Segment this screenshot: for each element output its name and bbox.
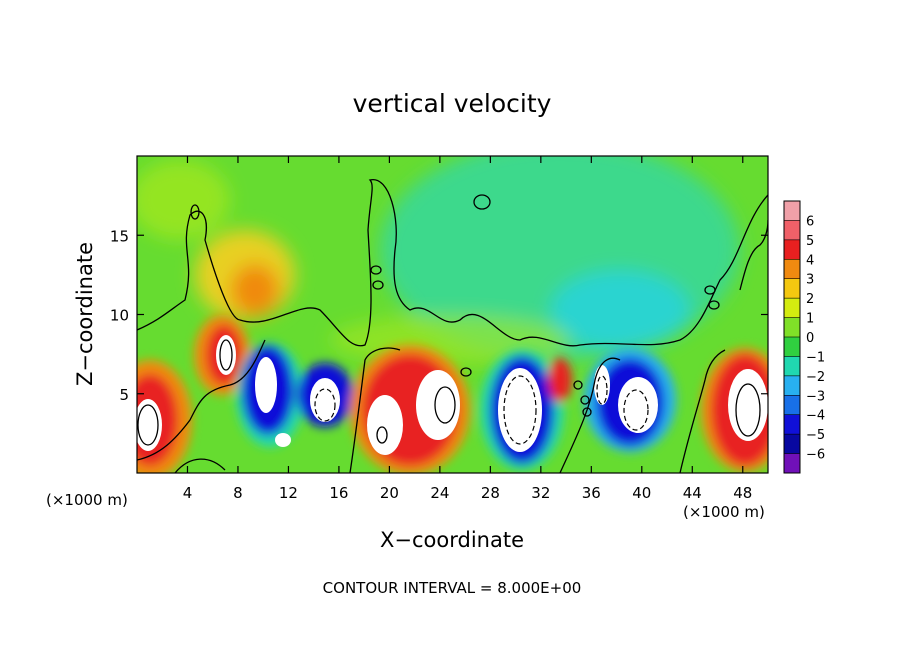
contour-loop-2 bbox=[190, 204, 200, 220]
x-tick-label: 24 bbox=[430, 484, 449, 502]
contour-cell-6 bbox=[219, 339, 233, 371]
zero-contour-main bbox=[137, 179, 768, 347]
colorbar-label: 6 bbox=[806, 214, 814, 229]
core-6 bbox=[216, 335, 236, 375]
core-37 bbox=[594, 365, 610, 405]
colorbar-swatch bbox=[784, 414, 800, 435]
core-10 bbox=[255, 357, 277, 413]
x-tick-label: 8 bbox=[233, 484, 243, 502]
x-ticks: 4 8 12 16 20 24 28 32 36 40 44 48 bbox=[183, 156, 752, 502]
y-tick-label: 5 bbox=[119, 386, 129, 404]
x-tick-label: 28 bbox=[481, 484, 500, 502]
contour-loop-8 bbox=[573, 380, 583, 390]
y-axis-label: Z−coordinate bbox=[73, 242, 97, 386]
zero-contour-left-lower bbox=[137, 339, 266, 461]
x-tick-label: 20 bbox=[380, 484, 399, 502]
y-tick-label: 15 bbox=[110, 227, 129, 245]
contour-cell-20 bbox=[376, 426, 388, 444]
x-tick-label: 48 bbox=[733, 484, 752, 502]
colorbar-swatch bbox=[784, 259, 800, 280]
colorbar-swatch bbox=[784, 317, 800, 338]
zero-contour-mid bbox=[349, 347, 401, 473]
zero-contour-right2 bbox=[679, 349, 726, 473]
colorbar-label: 5 bbox=[806, 234, 814, 249]
neg-contour-39 bbox=[623, 389, 649, 431]
colorbar-label: 4 bbox=[806, 253, 814, 268]
contour-loop-3 bbox=[370, 265, 382, 275]
core-20 bbox=[367, 395, 403, 455]
colorbar-label: −6 bbox=[806, 448, 825, 463]
contour-loop-7 bbox=[460, 367, 472, 377]
contour-loop-6 bbox=[708, 300, 720, 310]
contour-lines bbox=[137, 179, 768, 473]
colorbar-swatch bbox=[784, 220, 800, 241]
colorbar-swatch bbox=[784, 239, 800, 260]
zero-contour-base bbox=[174, 458, 226, 473]
cyan-core-region bbox=[550, 270, 690, 350]
x-tick-label: 40 bbox=[632, 484, 651, 502]
colorbar-label: 3 bbox=[806, 273, 814, 288]
contour-loop-1 bbox=[473, 194, 491, 210]
green-left-top bbox=[137, 160, 230, 240]
colorbar-label: 2 bbox=[806, 292, 814, 307]
colorbar-label: −2 bbox=[806, 370, 825, 385]
x-tick-label: 16 bbox=[329, 484, 348, 502]
core-30 bbox=[498, 368, 542, 452]
colorbar-label: −5 bbox=[806, 428, 825, 443]
core-48 bbox=[728, 369, 768, 441]
x-tick-label: 12 bbox=[279, 484, 298, 502]
negative-contours bbox=[314, 375, 649, 445]
colorbar-label: −1 bbox=[806, 350, 825, 365]
contour-loop-10 bbox=[582, 407, 592, 417]
x-tick-label: 44 bbox=[683, 484, 702, 502]
core-15 bbox=[310, 378, 340, 422]
neg-contour-37 bbox=[596, 375, 608, 405]
x-tick-label: 32 bbox=[531, 484, 550, 502]
contour-loop-9 bbox=[580, 395, 590, 405]
chart-title: vertical velocity bbox=[353, 89, 552, 118]
contour-cell-48 bbox=[735, 383, 761, 437]
colorbar-label: 0 bbox=[806, 331, 814, 346]
colorbar-label: −4 bbox=[806, 409, 825, 424]
neg-contour-15 bbox=[314, 388, 336, 422]
colorbar: 6 5 4 3 2 1 0 −1 −2 −3 −4 −5 −6 bbox=[783, 200, 825, 474]
y-ticks: 5 10 15 bbox=[110, 227, 768, 404]
neg-contour-30 bbox=[503, 375, 537, 445]
y-tick-label: 10 bbox=[110, 307, 129, 325]
colorbar-swatch bbox=[784, 434, 800, 454]
cell-34-red bbox=[548, 358, 572, 402]
colorbar-swatch bbox=[784, 356, 800, 377]
core-12 bbox=[275, 433, 291, 447]
contour-loop-4 bbox=[372, 280, 384, 290]
colorbar-swatch bbox=[784, 278, 800, 299]
colorbar-swatch bbox=[784, 201, 800, 221]
colorbar-swatch bbox=[784, 395, 800, 416]
colorbar-swatch bbox=[784, 375, 800, 396]
zero-contour-edge bbox=[739, 219, 768, 291]
colorbar-swatch bbox=[784, 337, 800, 357]
core-39 bbox=[618, 377, 658, 433]
core-24 bbox=[416, 370, 460, 440]
colorbar-label: −3 bbox=[806, 389, 825, 404]
contour-loop-5 bbox=[704, 285, 716, 295]
x-axis-label: X−coordinate bbox=[380, 528, 524, 552]
contour-cell-24 bbox=[434, 386, 456, 424]
x-tick-label: 4 bbox=[183, 484, 193, 502]
contour-cell-left bbox=[137, 404, 159, 446]
x-tick-label: 36 bbox=[582, 484, 601, 502]
colorbar-label: 1 bbox=[806, 312, 814, 327]
orange-upper-left bbox=[231, 264, 279, 316]
x-unit-left: (×1000 m) bbox=[46, 491, 128, 509]
colorbar-swatch bbox=[784, 453, 800, 474]
zero-contour-right bbox=[559, 357, 621, 473]
plot-area bbox=[137, 156, 768, 473]
contour-interval-note: CONTOUR INTERVAL = 8.000E+00 bbox=[323, 579, 582, 597]
x-unit-right: (×1000 m) bbox=[683, 503, 765, 521]
colorbar-swatch bbox=[784, 298, 800, 318]
